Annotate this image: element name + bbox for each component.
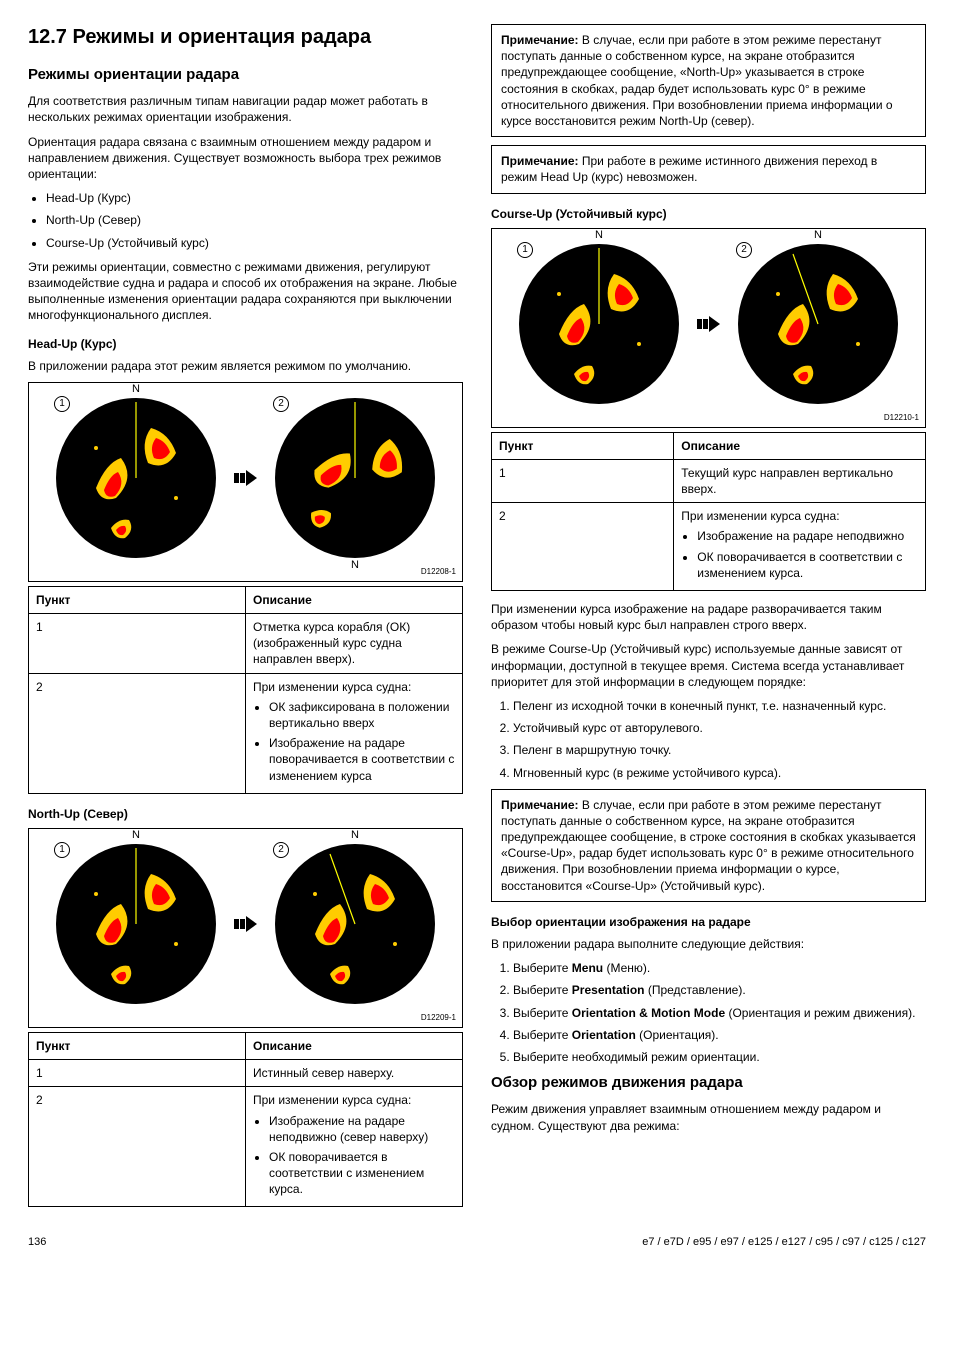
paragraph: В приложении радара этот режим является … xyxy=(28,358,463,374)
note-label: Примечание: xyxy=(501,798,579,812)
paragraph: При изменении курса изображение на радар… xyxy=(491,601,926,633)
radar-display-icon xyxy=(519,244,679,404)
table-cell: Текущий курс направлен вертикально вверх… xyxy=(674,459,926,502)
figure-ref: D12209-1 xyxy=(421,1013,456,1024)
note-label: Примечание: xyxy=(501,33,579,47)
subsection-heading: Course-Up (Устойчивый курс) xyxy=(491,206,926,222)
callout-2: 2 xyxy=(273,396,289,412)
figure-north-up: 1 N 2 N D12209-1 xyxy=(28,828,463,1028)
cell-intro: При изменении курса судна: xyxy=(253,680,411,694)
list-item: Head-Up (Курс) xyxy=(46,190,463,206)
figure-ref: D12210-1 xyxy=(884,413,919,424)
list-item: Выберите Orientation (Ориентация). xyxy=(513,1027,926,1043)
note-box: Примечание: При работе в режиме истинног… xyxy=(491,145,926,193)
table-header: Описание xyxy=(246,586,463,613)
callout-1: 1 xyxy=(54,396,70,412)
subsection-heading: Выбор ориентации изображения на радаре xyxy=(491,914,926,930)
table-cell: 1 xyxy=(29,614,246,674)
paragraph: Для соответствия различным типам навигац… xyxy=(28,93,463,125)
table-cell: 2 xyxy=(29,673,246,793)
callout-2: 2 xyxy=(273,842,289,858)
note-text: В случае, если при работе в этом режиме … xyxy=(501,33,893,128)
list-item: ОК поворачивается в соответствии с измен… xyxy=(269,1149,455,1198)
radar-display-icon xyxy=(738,244,898,404)
table-cell: 1 xyxy=(29,1060,246,1087)
table-cell: Истинный север наверху. xyxy=(246,1060,463,1087)
priority-list: Пеленг из исходной точки в конечный пунк… xyxy=(491,698,926,781)
paragraph: Режим движения управляет взаимным отноше… xyxy=(491,1101,926,1133)
table-cell: 2 xyxy=(29,1087,246,1207)
list-item: Выберите необходимый режим ориентации. xyxy=(513,1049,926,1065)
list-item: Course-Up (Устойчивый курс) xyxy=(46,235,463,251)
table-header: Пункт xyxy=(29,1032,246,1059)
table-header: Пункт xyxy=(29,586,246,613)
list-item: North-Up (Север) xyxy=(46,212,463,228)
list-item: ОК поворачивается в соответствии с измен… xyxy=(697,549,918,581)
callout-1: 1 xyxy=(517,242,533,258)
list-item: Выберите Orientation & Motion Mode (Орие… xyxy=(513,1005,926,1021)
mode-list: Head-Up (Курс) North-Up (Север) Course-U… xyxy=(28,190,463,251)
table-header: Пункт xyxy=(492,432,674,459)
arrow-icon xyxy=(697,316,720,332)
figure-ref: D12208-1 xyxy=(421,567,456,578)
table-north-up: Пункт Описание 1 Истинный север наверху.… xyxy=(28,1032,463,1208)
north-label: N xyxy=(351,558,359,573)
arrow-icon xyxy=(234,470,257,486)
subsection-heading: North-Up (Север) xyxy=(28,806,463,822)
table-head-up: Пункт Описание 1 Отметка курса корабля (… xyxy=(28,586,463,794)
paragraph: В режиме Course-Up (Устойчивый курс) исп… xyxy=(491,641,926,690)
radar-display-icon xyxy=(275,398,435,558)
north-label: N xyxy=(132,828,140,843)
note-box: Примечание: В случае, если при работе в … xyxy=(491,24,926,137)
cell-intro: При изменении курса судна: xyxy=(253,1093,411,1107)
figure-course-up: 1 N 2 N D12210-1 xyxy=(491,228,926,428)
steps-list: Выберите Menu (Меню). Выберите Presentat… xyxy=(491,960,926,1065)
section-heading: Обзор режимов движения радара xyxy=(491,1073,926,1093)
list-item: Мгновенный курс (в режиме устойчивого ку… xyxy=(513,765,926,781)
figure-head-up: 1 N 2 N D12208-1 xyxy=(28,382,463,582)
radar-display-icon xyxy=(56,844,216,1004)
footer-models: e7 / e7D / e95 / e97 / e125 / e127 / c95… xyxy=(642,1235,926,1250)
list-item: Выберите Presentation (Представление). xyxy=(513,982,926,998)
list-item: Изображение на радаре неподвижно (север … xyxy=(269,1113,455,1145)
table-cell: При изменении курса судна: ОК зафиксиров… xyxy=(246,673,463,793)
north-label: N xyxy=(351,828,359,843)
table-cell: 1 xyxy=(492,459,674,502)
north-label: N xyxy=(132,382,140,397)
cell-intro: При изменении курса судна: xyxy=(681,509,839,523)
paragraph: Эти режимы ориентации, совместно с режим… xyxy=(28,259,463,324)
list-item: Изображение на радаре поворачивается в с… xyxy=(269,735,455,784)
arrow-icon xyxy=(234,916,257,932)
table-course-up: Пункт Описание 1 Текущий курс направлен … xyxy=(491,432,926,591)
table-header: Описание xyxy=(246,1032,463,1059)
callout-1: 1 xyxy=(54,842,70,858)
page-number: 136 xyxy=(28,1235,46,1250)
list-item: Выберите Menu (Меню). xyxy=(513,960,926,976)
table-cell: Отметка курса корабля (ОК) (изображенный… xyxy=(246,614,463,674)
table-cell: При изменении курса судна: Изображение н… xyxy=(246,1087,463,1207)
table-cell: 2 xyxy=(492,503,674,591)
note-box: Примечание: В случае, если при работе в … xyxy=(491,789,926,902)
section-heading: Режимы ориентации радара xyxy=(28,65,463,85)
radar-display-icon xyxy=(275,844,435,1004)
list-item: Пеленг из исходной точки в конечный пунк… xyxy=(513,698,926,714)
north-label: N xyxy=(814,228,822,243)
list-item: Изображение на радаре неподвижно xyxy=(697,528,918,544)
list-item: Устойчивый курс от авторулевого. xyxy=(513,720,926,736)
table-header: Описание xyxy=(674,432,926,459)
list-item: ОК зафиксирована в положении вертикально… xyxy=(269,699,455,731)
subsection-heading: Head-Up (Курс) xyxy=(28,336,463,352)
table-cell: При изменении курса судна: Изображение н… xyxy=(674,503,926,591)
radar-display-icon xyxy=(56,398,216,558)
paragraph: В приложении радара выполните следующие … xyxy=(491,936,926,952)
paragraph: Ориентация радара связана с взаимным отн… xyxy=(28,134,463,183)
callout-2: 2 xyxy=(736,242,752,258)
page-title: 12.7 Режимы и ориентация радара xyxy=(28,24,463,51)
list-item: Пеленг в маршрутную точку. xyxy=(513,742,926,758)
note-label: Примечание: xyxy=(501,154,579,168)
north-label: N xyxy=(595,228,603,243)
